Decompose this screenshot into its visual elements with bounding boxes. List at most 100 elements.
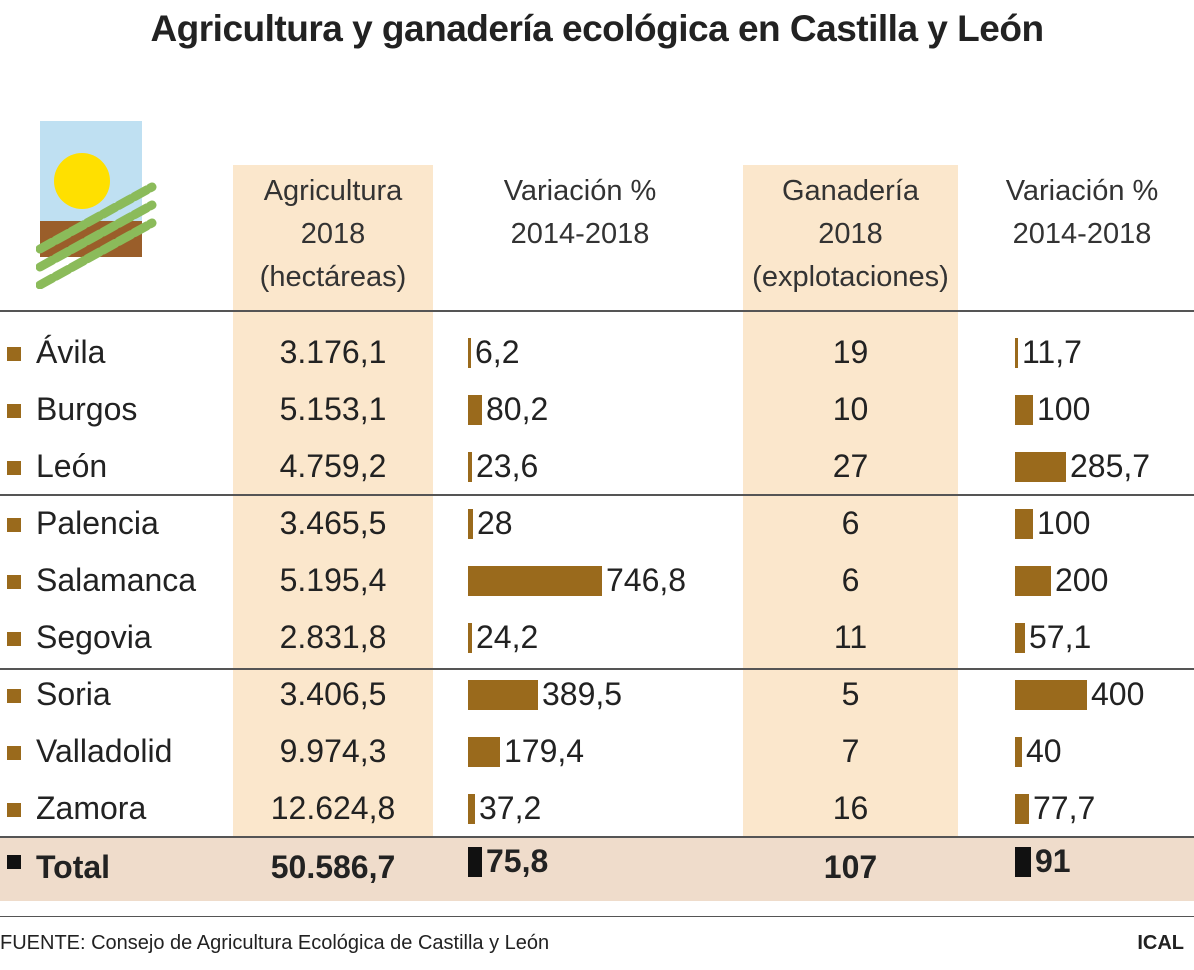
province-name: Total	[36, 849, 111, 885]
table-row: Valladolid 9.974,3 179,4 7 40	[0, 725, 1194, 782]
variacion-ganaderia-label: 200	[1055, 562, 1109, 598]
row-bullet-icon	[7, 575, 21, 589]
agricultura-value: 4.759,2	[279, 448, 387, 484]
table-row: Soria 3.406,5 389,5 5 400	[0, 668, 1194, 725]
header-agricultura-line-1: Agricultura	[263, 175, 403, 207]
variacion-ganaderia-bar	[1015, 509, 1033, 539]
variacion-ganaderia-label: 57,1	[1029, 619, 1092, 655]
agricultura-value: 50.586,7	[270, 849, 396, 885]
row-bullet-icon	[7, 518, 21, 532]
header-ganaderia-line-3: (explotaciones)	[752, 261, 949, 293]
ganaderia-value: 107	[823, 849, 878, 885]
header-variacion-ganaderia-line-1: Variación %	[1005, 175, 1159, 207]
variacion-agricultura-bar	[468, 737, 500, 767]
header-variacion-agricultura: Variación % 2014-2018	[460, 170, 700, 256]
province-name: Valladolid	[36, 733, 173, 769]
variacion-ganaderia-bar	[1015, 566, 1051, 596]
province-name: Soria	[36, 676, 111, 712]
row-bullet-icon	[7, 347, 21, 361]
total-row: Total 50.586,7 75,8 107 91	[0, 841, 1194, 901]
table-row: Segovia 2.831,8 24,2 11 57,1	[0, 611, 1194, 668]
table-row: Zamora 12.624,8 37,2 16 77,7	[0, 782, 1194, 839]
variacion-ganaderia-label: 400	[1091, 676, 1145, 712]
agricultura-value: 5.195,4	[279, 562, 387, 598]
ganaderia-value: 7	[841, 733, 860, 769]
variacion-ganaderia-bar	[1015, 452, 1066, 482]
variacion-agricultura-bar	[468, 509, 473, 539]
province-name: León	[36, 448, 108, 484]
ganaderia-value: 10	[832, 391, 869, 427]
province-name: Zamora	[36, 790, 147, 826]
header-variacion-ganaderia: Variación % 2014-2018	[972, 170, 1192, 256]
table-row: Ávila 3.176,1 6,2 19 11,7	[0, 326, 1194, 383]
variacion-ganaderia-label: 77,7	[1033, 790, 1096, 826]
ganaderia-value: 6	[841, 505, 860, 541]
variacion-agricultura-label: 179,4	[504, 733, 585, 769]
agricultura-value: 3.406,5	[279, 676, 387, 712]
variacion-ganaderia-bar	[1015, 623, 1025, 653]
variacion-agricultura-bar	[468, 847, 482, 877]
province-name: Salamanca	[36, 562, 197, 598]
province-name: Burgos	[36, 391, 138, 427]
ganaderia-value: 6	[841, 562, 860, 598]
header-divider	[0, 310, 1194, 312]
total-row-band	[0, 837, 1194, 901]
agricultura-value: 3.176,1	[279, 334, 387, 370]
agricultura-value: 3.465,5	[279, 505, 387, 541]
variacion-agricultura-bar	[468, 395, 482, 425]
header-agricultura-line-3: (hectáreas)	[259, 261, 407, 293]
chart-title: Agricultura y ganadería ecológica en Cas…	[150, 8, 1044, 49]
group-divider-1	[0, 494, 1194, 496]
province-name: Ávila	[36, 334, 106, 370]
province-name: Segovia	[36, 619, 152, 655]
variacion-agricultura-label: 37,2	[479, 790, 542, 826]
variacion-agricultura-label: 24,2	[476, 619, 539, 655]
variacion-ganaderia-label: 11,7	[1022, 334, 1082, 370]
total-divider	[0, 836, 1194, 838]
variacion-agricultura-bar	[468, 794, 475, 824]
row-bullet-icon	[7, 632, 21, 646]
variacion-agricultura-label: 6,2	[475, 334, 520, 370]
variacion-agricultura-label: 23,6	[476, 448, 539, 484]
variacion-ganaderia-bar	[1015, 737, 1022, 767]
variacion-agricultura-bar	[468, 566, 602, 596]
variacion-ganaderia-label: 100	[1037, 505, 1091, 541]
row-bullet-icon	[7, 404, 21, 418]
variacion-ganaderia-bar	[1015, 847, 1031, 877]
variacion-agricultura-label: 80,2	[486, 391, 549, 427]
variacion-agricultura-label: 746,8	[606, 562, 687, 598]
variacion-agricultura-label: 75,8	[486, 843, 549, 879]
variacion-agricultura-bar	[468, 452, 472, 482]
table-row: Salamanca 5.195,4 746,8 6 200	[0, 554, 1194, 611]
brand-label: ICAL	[1137, 932, 1184, 954]
header-ganaderia-line-1: Ganadería	[781, 175, 920, 207]
header-agricultura-line-2: 2018	[300, 218, 366, 250]
variacion-ganaderia-label: 91	[1035, 843, 1071, 879]
variacion-agricultura-bar	[468, 623, 472, 653]
farm-logo-icon	[36, 121, 157, 289]
variacion-ganaderia-bar	[1015, 395, 1033, 425]
header-ganaderia-line-2: 2018	[818, 218, 883, 250]
agricultura-value: 12.624,8	[270, 790, 396, 826]
variacion-ganaderia-bar	[1015, 338, 1018, 368]
province-name: Palencia	[36, 505, 159, 541]
ganaderia-value: 11	[833, 619, 868, 655]
row-bullet-icon	[7, 803, 21, 817]
variacion-agricultura-bar	[468, 338, 471, 368]
ganaderia-value: 16	[832, 790, 869, 826]
source-note: FUENTE: Consejo de Agricultura Ecológica…	[0, 932, 550, 954]
agricultura-value: 2.831,8	[279, 619, 387, 655]
row-bullet-icon	[7, 689, 21, 703]
agricultura-value: 9.974,3	[279, 733, 387, 769]
ganaderia-column-highlight	[743, 165, 958, 837]
header-agricultura: Agricultura 2018 (hectáreas)	[233, 170, 433, 299]
variacion-agricultura-label: 28	[477, 505, 513, 541]
variacion-ganaderia-label: 285,7	[1070, 448, 1151, 484]
row-bullet-icon	[7, 746, 21, 760]
variacion-ganaderia-label: 100	[1037, 391, 1091, 427]
table-row: León 4.759,2 23,6 27 285,7	[0, 440, 1194, 497]
variacion-ganaderia-bar	[1015, 680, 1087, 710]
variacion-agricultura-bar	[468, 680, 538, 710]
footer-divider	[0, 916, 1194, 917]
row-bullet-icon	[7, 461, 21, 475]
